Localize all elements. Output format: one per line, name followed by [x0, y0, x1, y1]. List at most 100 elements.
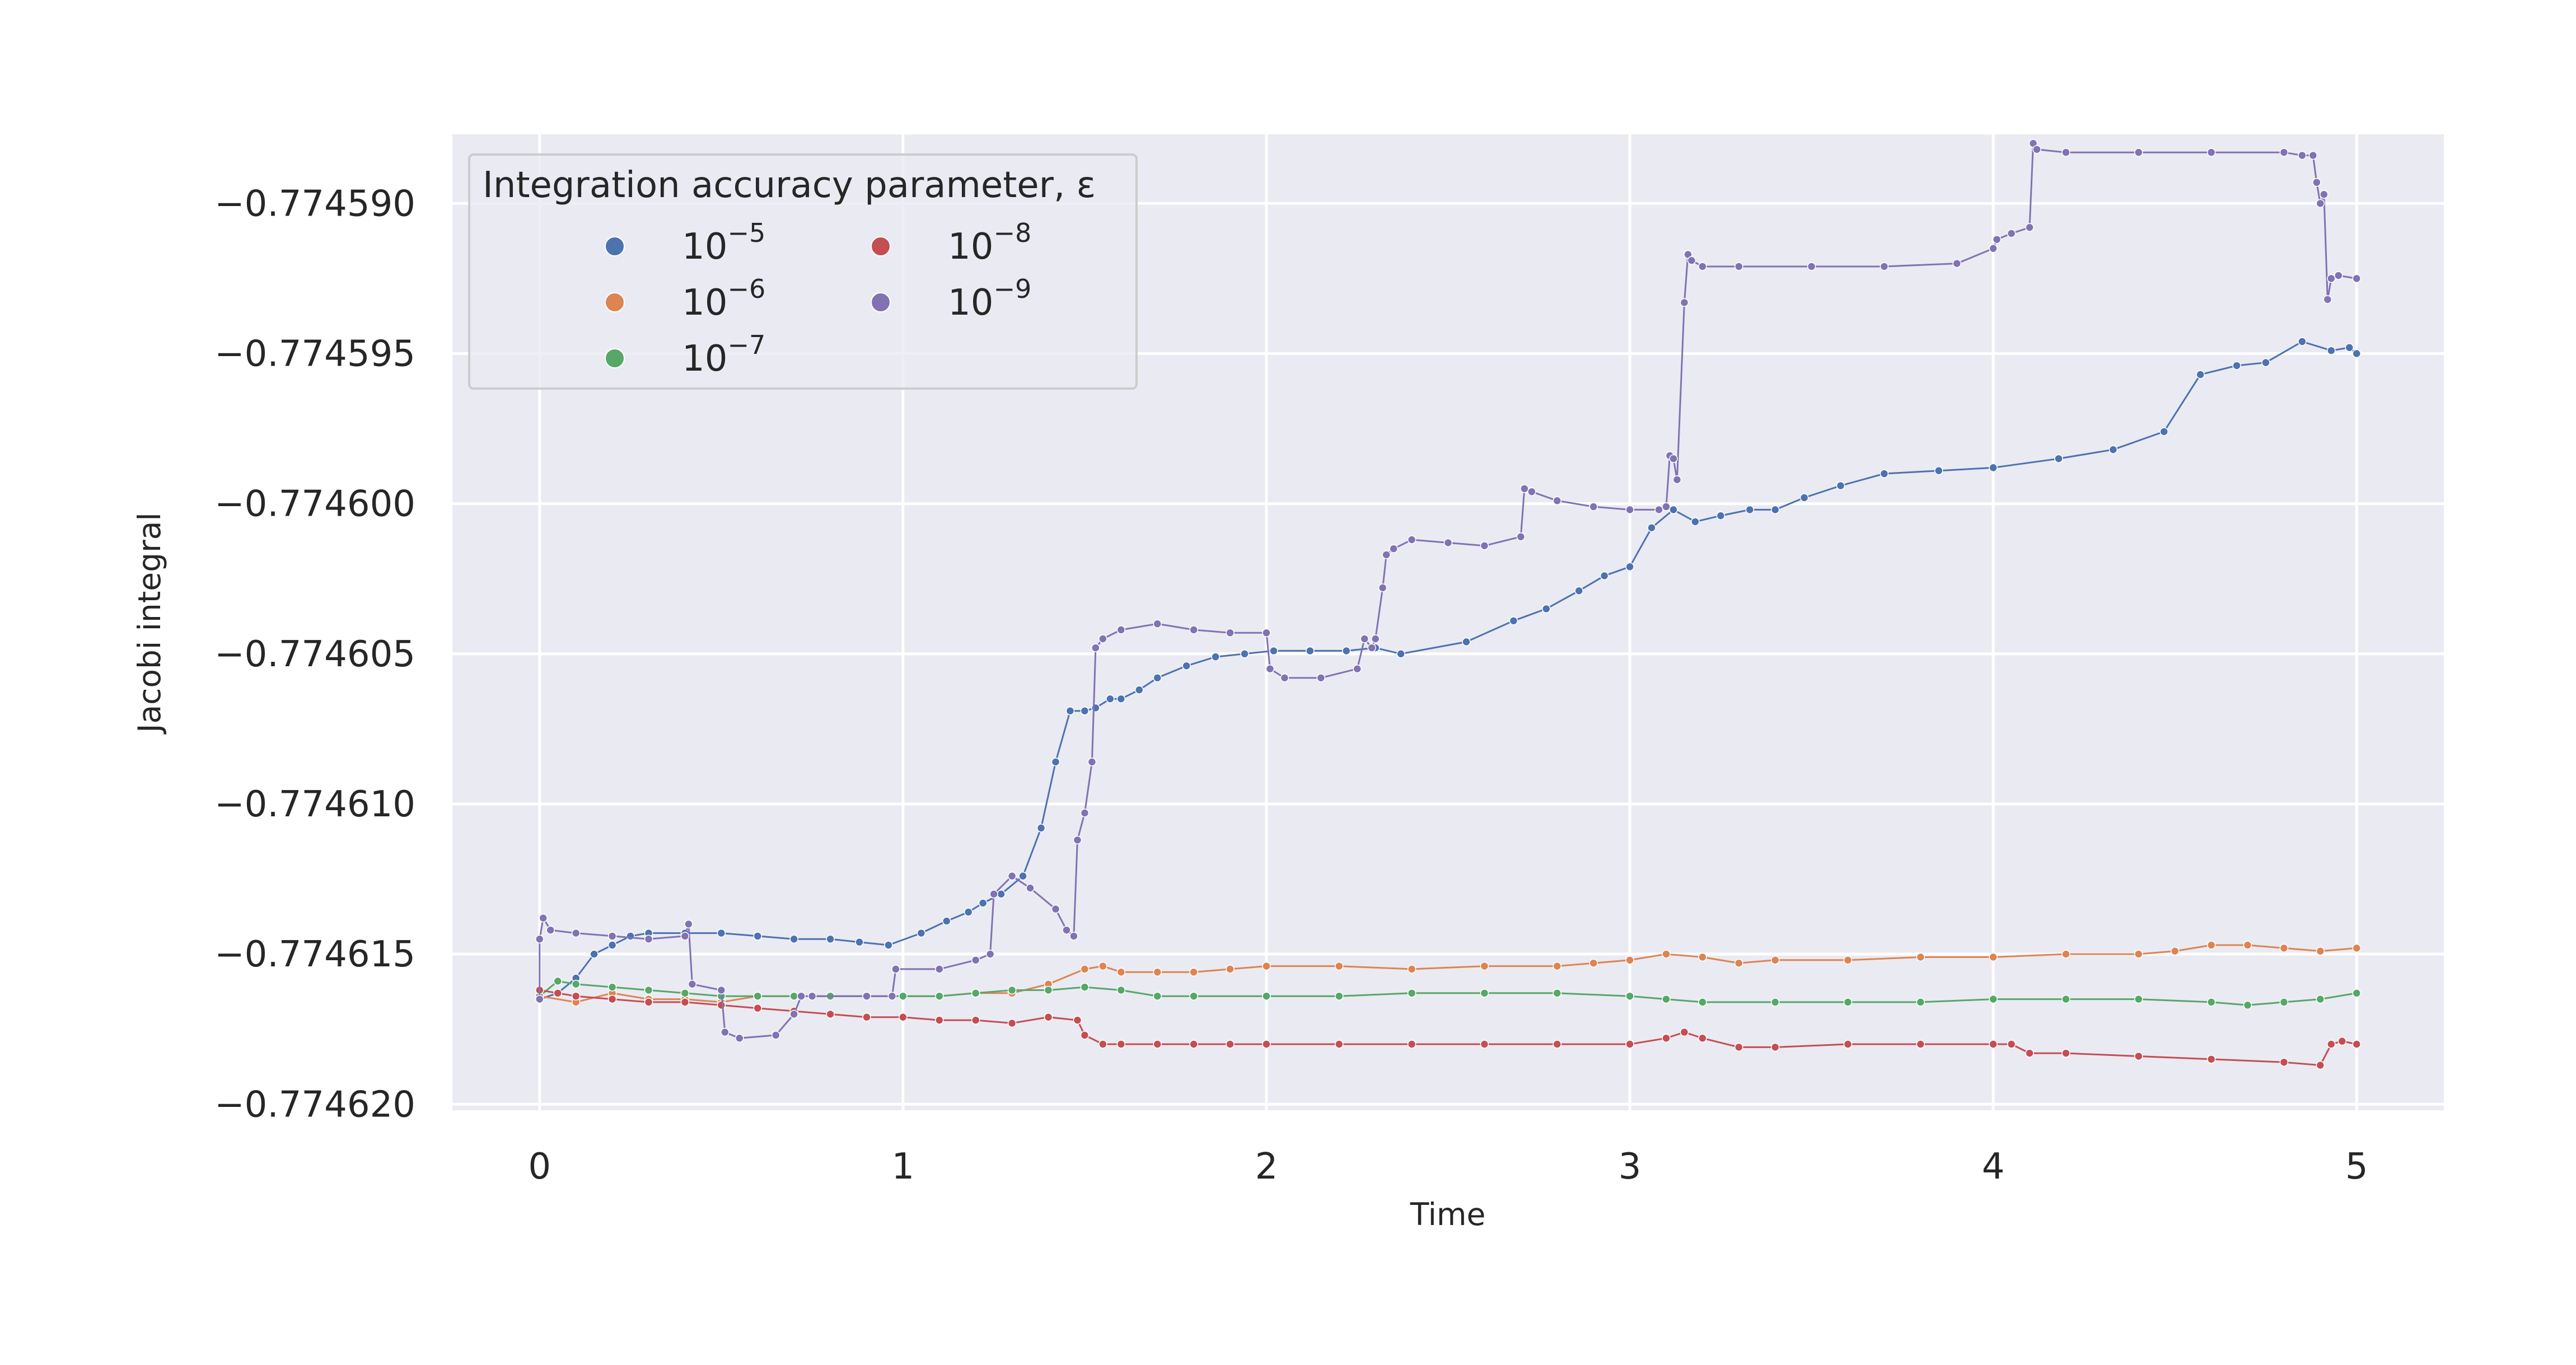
data-point: [1662, 1034, 1671, 1043]
legend-marker: [605, 348, 625, 368]
data-point: [887, 992, 897, 1001]
data-point: [1934, 466, 1943, 475]
data-point: [2345, 343, 2354, 352]
data-point: [1698, 952, 1707, 962]
legend: Integration accuracy parameter, ε 10−510…: [468, 153, 1138, 390]
data-point: [2032, 145, 2041, 154]
data-point: [1698, 262, 1707, 271]
data-point: [971, 989, 980, 998]
data-point: [1553, 496, 1562, 506]
data-point: [1407, 535, 1416, 544]
data-point: [1018, 871, 1027, 881]
data-point: [862, 992, 871, 1001]
legend-item-0: 10−5: [605, 218, 765, 268]
data-point: [899, 1012, 908, 1022]
data-point: [753, 932, 762, 941]
data-point: [535, 994, 544, 1004]
data-point: [1335, 992, 1344, 1001]
data-point: [1687, 256, 1696, 265]
data-point: [735, 1034, 744, 1043]
data-point: [1647, 523, 1656, 532]
data-point: [607, 941, 617, 950]
series-4: [535, 139, 2361, 1043]
data-point: [899, 992, 908, 1001]
series-layer: [535, 139, 2361, 1070]
data-point: [935, 965, 944, 974]
data-point: [1106, 694, 1115, 704]
data-point: [2316, 947, 2325, 956]
legend-items: 10−5 10−6 10−7 10−8 10−9: [605, 218, 1031, 380]
data-point: [1026, 883, 1035, 892]
x-tick-label: 1: [892, 1146, 915, 1188]
data-point: [2061, 994, 2070, 1004]
data-point: [680, 989, 690, 998]
data-point: [2134, 994, 2143, 1004]
y-tick-label: −0.774590: [214, 183, 415, 225]
data-point: [607, 994, 617, 1004]
data-point: [1262, 1040, 1271, 1049]
data-point: [1843, 998, 1853, 1007]
data-point: [1091, 643, 1100, 652]
data-point: [684, 919, 693, 929]
data-point: [2312, 178, 2321, 187]
data-point: [1153, 1040, 1162, 1049]
legend-item-2: 10−7: [605, 330, 765, 380]
data-point: [971, 956, 980, 965]
data-point: [546, 925, 555, 934]
data-point: [1880, 262, 1889, 271]
data-point: [1520, 484, 1529, 493]
series-2: [535, 976, 2361, 1010]
data-point: [2134, 148, 2143, 157]
x-tick-label: 3: [1619, 1146, 1642, 1188]
data-point: [1098, 1040, 1107, 1049]
data-point: [2206, 998, 2216, 1007]
data-point: [1382, 550, 1391, 559]
x-axis-label: Time: [1410, 1196, 1486, 1232]
data-point: [553, 989, 562, 998]
data-point: [2323, 295, 2332, 304]
data-point: [1189, 967, 1198, 977]
data-point: [1378, 583, 1387, 592]
data-point: [1098, 634, 1107, 643]
series-line-0: [539, 340, 2358, 1001]
data-point: [855, 937, 864, 947]
legend-marker: [605, 292, 625, 312]
data-point: [1407, 1040, 1416, 1049]
data-point: [644, 998, 653, 1007]
data-point: [1542, 604, 1551, 614]
data-point: [2159, 427, 2168, 436]
data-point: [1367, 643, 1376, 652]
data-point: [1553, 1040, 1562, 1049]
data-point: [1770, 1043, 1780, 1052]
data-point: [1211, 652, 1220, 661]
data-point: [1360, 634, 1369, 643]
data-point: [1306, 646, 1315, 656]
data-point: [539, 914, 548, 923]
data-point: [935, 1016, 944, 1025]
data-point: [1625, 1040, 1634, 1049]
data-point: [2279, 148, 2289, 157]
data-point: [644, 934, 653, 944]
data-point: [826, 934, 835, 944]
data-point: [717, 928, 726, 938]
data-point: [2232, 361, 2241, 370]
data-point: [1691, 517, 1700, 526]
data-point: [2061, 950, 2070, 959]
data-point: [2327, 346, 2336, 355]
data-point: [1770, 956, 1780, 965]
data-point: [626, 932, 635, 941]
legend-item-3: 10−8: [871, 218, 1031, 268]
data-point: [2243, 1001, 2252, 1010]
data-point: [2206, 148, 2216, 157]
data-point: [1989, 1040, 1998, 1049]
data-point: [971, 1016, 980, 1025]
data-point: [2170, 947, 2180, 956]
legend-label: 10−8: [948, 218, 1031, 268]
data-point: [1007, 871, 1017, 881]
data-point: [2206, 941, 2216, 950]
data-point: [826, 1009, 835, 1019]
data-point: [607, 983, 617, 992]
legend-marker: [871, 292, 891, 312]
series-3: [535, 985, 2361, 1070]
y-tick-label: −0.774610: [214, 784, 415, 825]
